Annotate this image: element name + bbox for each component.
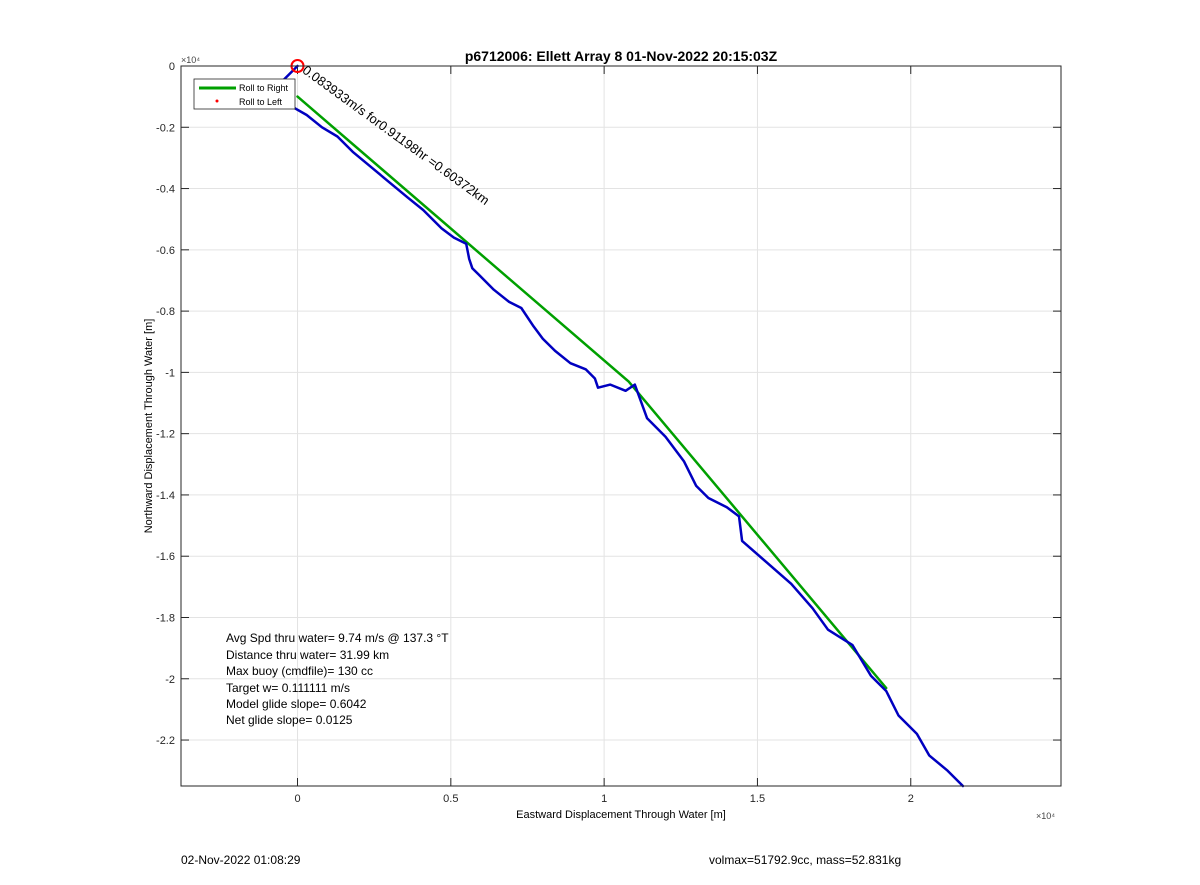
legend-roll-right-label: Roll to Right [239,83,289,93]
legend-roll-left-swatch [215,99,219,103]
y-exponent-label: ×10⁴ [181,55,200,65]
stat-net-glide: Net glide slope= 0.0125 [226,713,353,727]
y-tick-label: 0 [169,61,175,73]
footer-params: volmax=51792.9cc, mass=52.831kg [709,853,902,867]
stat-model-glide: Model glide slope= 0.6042 [226,697,367,711]
y-axis-label: Northward Displacement Through Water [m] [143,319,155,534]
y-tick-label: -1.6 [156,551,175,563]
path-annotation: 0.083933m/s for0.91198hr =0.60372km [300,62,493,208]
y-tick-label: -1.4 [156,490,175,502]
series-group [280,64,965,788]
x-tick-label: 0 [294,793,300,805]
x-exponent-label: ×10⁴ [1036,811,1055,821]
y-tick-label: -2.2 [156,735,175,747]
y-tick-label: -0.8 [156,306,175,318]
y-tick-label: -1.8 [156,612,175,624]
stat-avg-speed: Avg Spd thru water= 9.74 m/s @ 137.3 °T [226,631,449,645]
series-track-line [280,64,965,788]
series-roll-right-line [296,95,888,690]
y-tick-label: -2 [165,674,175,686]
legend: Roll to Right Roll to Left [193,78,296,110]
x-axis-label: Eastward Displacement Through Water [m] [516,809,726,821]
grid-lines [181,65,1061,786]
x-tick-label: 0.5 [443,793,458,805]
axis-ticks: 0 0.5 1 1.5 2 0 -0.2 -0.4 -0.6 -0.8 -1 -1.2 -1.4 -1.6… [156,61,1061,805]
y-tick-label: -1.2 [156,429,175,441]
x-tick-label: 2 [908,793,914,805]
stat-distance: Distance thru water= 31.99 km [226,648,389,662]
chart-title: p6712006: Ellett Array 8 01-Nov-2022 20:… [465,48,778,64]
y-tick-label: -1 [165,367,175,379]
x-tick-label: 1.5 [750,793,765,805]
stat-max-buoy: Max buoy (cmdfile)= 130 cc [226,664,373,678]
stats-block: Avg Spd thru water= 9.74 m/s @ 137.3 °T … [226,631,449,727]
x-tick-label: 1 [601,793,607,805]
y-tick-label: -0.4 [156,184,175,196]
legend-box [193,78,296,110]
stat-target-w: Target w= 0.111111 m/s [226,681,350,695]
y-tick-label: -0.6 [156,245,175,257]
footer-timestamp: 02-Nov-2022 01:08:29 [181,853,301,867]
legend-roll-left-label: Roll to Left [239,97,283,107]
plot-frame [180,65,1062,787]
y-tick-label: -0.2 [156,122,175,134]
